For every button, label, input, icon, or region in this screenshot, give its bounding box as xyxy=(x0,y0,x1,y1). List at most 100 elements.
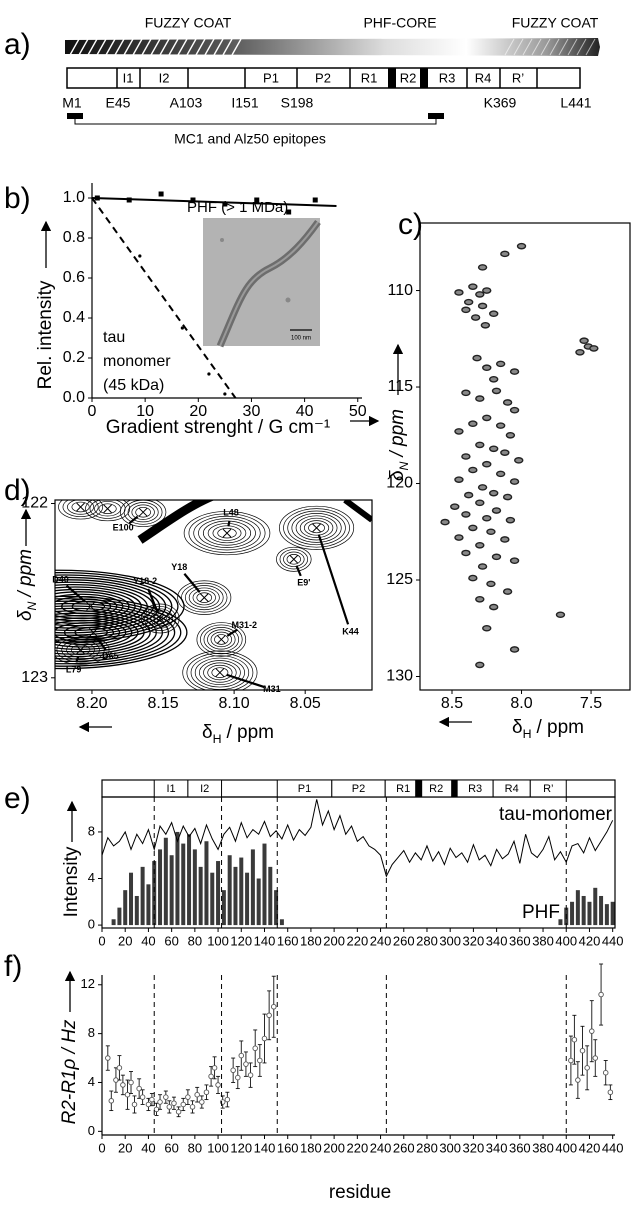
contour-band xyxy=(137,500,215,544)
y-tick-label: 110 xyxy=(387,282,413,299)
stripe xyxy=(141,38,152,56)
x-tick-label: 160 xyxy=(277,933,299,948)
peak-label: Y18 xyxy=(171,562,187,572)
bar xyxy=(575,890,580,926)
contour-ring xyxy=(71,501,90,513)
domain-label: R4 xyxy=(475,70,492,85)
panel-label: e) xyxy=(4,782,31,815)
peak-pointer xyxy=(295,565,302,577)
bar xyxy=(227,855,232,926)
residue-label: M1 xyxy=(62,95,82,111)
point xyxy=(199,1099,205,1105)
bar xyxy=(274,890,279,926)
y-tick-label: 0.4 xyxy=(63,309,85,326)
peak-cross xyxy=(289,554,299,564)
contour-ring xyxy=(70,644,91,656)
contour-ring xyxy=(55,579,161,634)
contour-ring xyxy=(177,580,232,615)
peak-pointer xyxy=(147,588,159,613)
y-tick-label: 8 xyxy=(88,1025,95,1040)
y-axis-title: Rel. intensity xyxy=(35,280,56,389)
y-axis-title-part: / ppm xyxy=(15,549,36,599)
peak xyxy=(491,507,502,514)
domain-diagram: FUZZY COAT PHF-CORE FUZZY COAT I1 I2 P1 … xyxy=(62,15,600,147)
y-axis-title-part: N xyxy=(25,601,39,610)
point xyxy=(138,254,142,258)
peak xyxy=(575,348,585,356)
peak xyxy=(495,422,506,429)
bar xyxy=(581,895,586,926)
contour-ring xyxy=(135,506,151,518)
y-tick-label: 8 xyxy=(88,823,95,838)
domain-block xyxy=(415,780,423,797)
bar xyxy=(198,866,203,926)
stripe xyxy=(159,38,170,56)
x-tick-label: 140 xyxy=(254,1140,276,1155)
x-tick-label: 20 xyxy=(118,1140,132,1155)
peak xyxy=(475,499,485,507)
y-axis-title: δN / ppm xyxy=(15,549,39,621)
annotation: monomer xyxy=(103,353,171,370)
x-tick-label: 220 xyxy=(346,1140,368,1155)
contour-ring xyxy=(214,634,229,645)
contour-ring xyxy=(279,549,309,570)
x-tick-label: 280 xyxy=(416,933,438,948)
contour-ring xyxy=(287,510,346,546)
domain-label: I1 xyxy=(166,783,175,795)
peak-label: E9' xyxy=(297,578,310,588)
domain-label: R3 xyxy=(468,783,482,795)
x-axis-title-part: / ppm xyxy=(536,717,584,738)
y-tick-label: 0.6 xyxy=(63,269,85,286)
bar xyxy=(268,866,273,926)
x-tick-label: 120 xyxy=(230,1140,252,1155)
contour-ring xyxy=(182,650,258,690)
peak-cross xyxy=(76,502,85,512)
bar xyxy=(146,884,151,926)
point xyxy=(136,1085,142,1092)
x-tick-label: 8.20 xyxy=(76,695,107,712)
contour-ring xyxy=(207,523,247,544)
residue-label: I151 xyxy=(231,95,258,111)
contour-ring xyxy=(55,619,127,646)
point xyxy=(602,1069,609,1076)
peak xyxy=(468,420,478,427)
contour-ring xyxy=(181,582,228,613)
point xyxy=(180,326,184,330)
stripe xyxy=(567,38,578,56)
peak xyxy=(475,291,485,298)
contour-ring xyxy=(207,664,233,681)
epitope-bracket xyxy=(74,119,437,125)
contour-ring xyxy=(211,667,229,678)
x-tick-label: 200 xyxy=(323,933,345,948)
y-tick-label: 4 xyxy=(88,870,95,885)
point xyxy=(222,201,228,207)
gradient-band xyxy=(65,38,600,56)
bar xyxy=(245,872,250,926)
point xyxy=(266,1012,272,1019)
stripe xyxy=(96,38,107,56)
contour-ring xyxy=(131,504,155,520)
peak xyxy=(589,345,599,352)
contour-ring xyxy=(184,585,224,611)
contour-ring xyxy=(295,515,338,541)
contour-ring xyxy=(55,617,133,648)
peak xyxy=(486,528,496,536)
point xyxy=(261,1035,268,1042)
contour-ring xyxy=(188,513,266,553)
peak-pointer xyxy=(226,628,239,637)
contour-ring xyxy=(276,546,312,572)
x-tick-label: 20 xyxy=(118,933,132,948)
stripe xyxy=(123,38,134,56)
contour-ring xyxy=(58,500,104,520)
point xyxy=(584,1065,590,1071)
plot-frame xyxy=(101,796,616,929)
contour-ring xyxy=(203,662,237,683)
peak xyxy=(461,549,471,557)
peak xyxy=(495,470,506,478)
y-tick-label: 0.2 xyxy=(63,349,85,366)
point xyxy=(568,1057,574,1064)
x-tick-label: 10 xyxy=(136,403,154,420)
y-tick-label: 125 xyxy=(386,571,413,588)
contour-ring xyxy=(127,502,159,523)
peak xyxy=(491,387,502,395)
